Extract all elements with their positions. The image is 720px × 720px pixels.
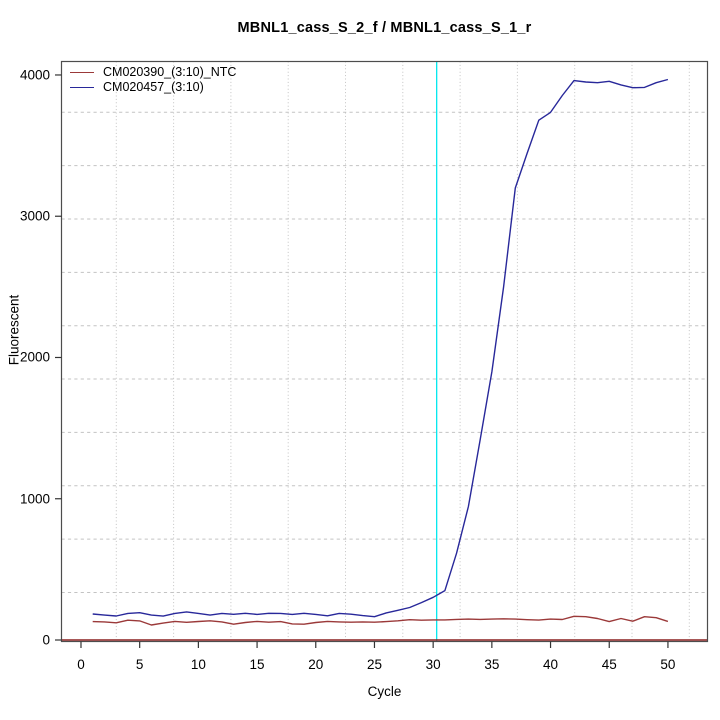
legend-item-sample: CM020457_(3:10)	[70, 80, 236, 95]
legend-line-swatch-sample	[70, 87, 94, 88]
y-tick-label: 0	[42, 632, 50, 648]
legend-label-ntc: CM020390_(3:10)_NTC	[103, 65, 237, 79]
y-tick-label: 2000	[19, 349, 50, 365]
y-tick-label: 3000	[19, 208, 50, 224]
plot-border	[60, 60, 709, 643]
x-tick-label: 0	[77, 657, 85, 672]
x-tick-label: 20	[308, 657, 324, 672]
x-tick-label: 30	[425, 657, 441, 672]
x-tick-label: 40	[543, 657, 559, 672]
series-line-ntc	[92, 615, 669, 626]
series-line-sample	[92, 78, 669, 618]
x-tick-label: 45	[601, 657, 617, 672]
legend: CM020390_(3:10)_NTC CM020457_(3:10)	[70, 65, 236, 95]
x-tick-label: 5	[135, 657, 144, 672]
legend-item-ntc: CM020390_(3:10)_NTC	[70, 65, 236, 80]
x-tick-label: 35	[484, 657, 500, 672]
chart-title: MBNL1_cass_S_2_f / MBNL1_cass_S_1_r	[237, 20, 532, 36]
x-tick-label: 10	[190, 657, 206, 672]
x-tick-label: 15	[249, 657, 265, 672]
y-tick-label: 1000	[19, 491, 50, 507]
legend-line-swatch-ntc	[70, 72, 94, 73]
x-tick-label: 25	[366, 657, 382, 672]
x-axis-label: Cycle	[367, 684, 402, 699]
x-tick-label: 50	[660, 657, 676, 672]
legend-label-sample: CM020457_(3:10)	[103, 80, 204, 94]
y-tick-label: 4000	[19, 67, 50, 83]
